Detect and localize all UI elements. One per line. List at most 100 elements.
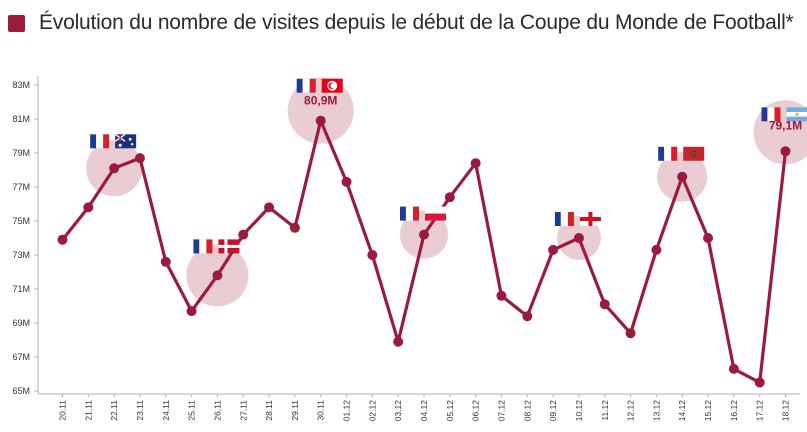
x-tick-label: 23.11 [135,400,145,421]
data-point [289,222,300,233]
y-tick-label: 79M [12,148,30,158]
x-tick-label: 24.11 [161,400,171,421]
x-tick-label: 28.11 [264,400,274,421]
morocco-flag-field [683,146,705,161]
france-flag-white [664,146,672,161]
argentina-flag-stripe [786,107,807,112]
france-flag-red [774,107,781,122]
france-flag-blue [296,78,303,93]
poland-flag-white [424,206,447,214]
france-flag-white [560,211,569,227]
x-tick-label: 29.11 [290,400,300,421]
x-tick-label: 05.12 [445,400,455,422]
x-tick-label: 18.12 [781,400,791,422]
x-tick-label: 10.12 [574,400,584,422]
x-tick-label: 20.11 [58,400,68,421]
x-tick-label: 26.11 [212,400,222,421]
australia-flag-star [128,137,132,141]
denmark-flag-cross [218,244,240,248]
australia-flag-star [130,143,134,146]
data-point [57,234,68,245]
data-point [470,158,481,169]
x-tick-label: 21.11 [83,400,93,421]
data-point [703,233,714,243]
y-tick-label: 67M [12,352,30,362]
data-point [419,229,429,240]
data-point [651,244,662,255]
flag-pair-morocco [658,146,705,161]
x-tick-label: 01.12 [342,400,352,422]
x-tick-label: 12.12 [626,400,636,422]
peak-value-label: 80,9M [304,94,337,108]
chart-title-row: Évolution du nombre de visites depuis le… [8,6,794,40]
data-point [444,192,455,203]
data-point [160,256,171,267]
france-flag-blue [554,212,561,226]
x-tick-label: 07.12 [496,400,506,422]
y-tick-label: 75M [12,216,30,226]
flag-pair-argentina [761,107,807,122]
x-tick-label: 03.12 [393,400,403,422]
chart-title: Évolution du nombre de visites depuis le… [39,11,794,34]
x-tick-label: 08.12 [522,400,532,422]
argentina-flag-sun [795,112,799,116]
y-tick-label: 73M [12,250,30,260]
data-point [109,163,120,174]
data-point [728,363,739,374]
data-point [573,233,584,243]
data-point [625,328,636,339]
france-flag-red [567,212,574,226]
france-flag-white [405,206,414,221]
title-marker [8,14,25,32]
france-flag-red [103,134,110,149]
australia-flag-star [118,143,122,147]
y-tick-label: 69M [12,318,30,328]
morocco-flag-star [690,150,697,157]
data-point [548,244,559,255]
peak-value-label: 79,1M [769,118,802,132]
x-tick-label: 22.11 [109,400,119,421]
flag-pair-poland [400,206,447,221]
x-tick-label: 13.12 [651,400,661,422]
france-flag-white [302,78,310,93]
x-tick-label: 16.12 [729,400,739,422]
data-point [677,171,688,182]
data-point [754,377,765,388]
flag-pair-england [554,211,602,227]
data-point [264,202,275,213]
england-flag-cross [579,217,601,221]
france-flag-blue [90,134,97,149]
y-tick-label: 71M [12,284,30,294]
y-tick-label: 81M [12,114,30,124]
data-point [496,290,507,301]
x-tick-label: 17.12 [755,400,765,422]
data-point [83,202,94,213]
x-tick-label: 09.12 [548,400,558,422]
data-point [315,115,326,126]
france-flag-blue [400,206,406,221]
x-tick-label: 15.12 [703,400,713,422]
france-flag-blue [761,107,768,122]
x-tick-label: 25.11 [187,400,197,421]
x-tick-label: 14.12 [677,400,687,422]
flag-pair-australia [90,133,137,149]
france-flag-white [199,239,207,254]
poland-flag-red [425,213,446,221]
argentina-flag-stripe [786,116,807,122]
x-tick-label: 30.11 [316,400,326,421]
france-flag-red [206,239,213,254]
data-point [599,299,610,310]
data-point [367,250,378,260]
flag-pair-tunisia [296,78,343,93]
france-flag-red [309,78,316,93]
data-point [780,146,791,157]
france-flag-red [671,146,678,161]
data-point [134,153,145,164]
data-point [238,229,249,240]
x-tick-label: 11.12 [600,400,610,421]
data-point [212,270,223,281]
x-tick-label: 27.11 [238,400,248,421]
x-tick-label: 04.12 [419,400,429,422]
france-flag-white [95,134,104,149]
